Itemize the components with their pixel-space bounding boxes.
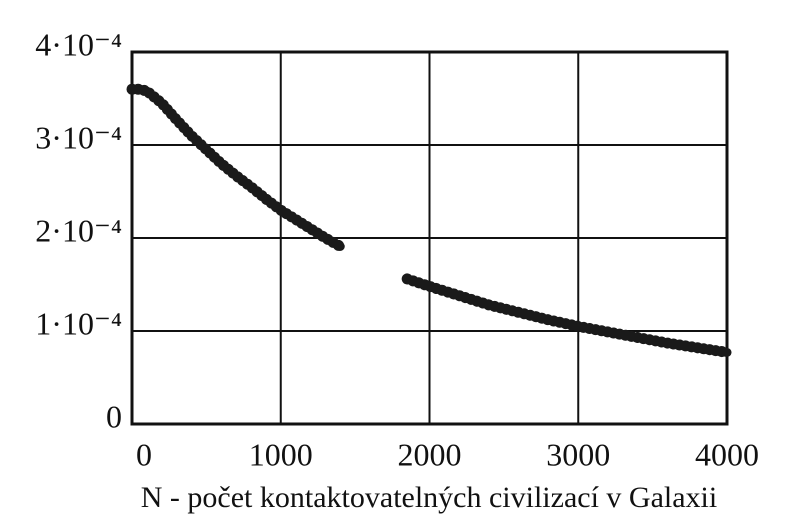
y-tick-label: 4·10⁻⁴ <box>35 26 122 62</box>
x-tick-label: 1000 <box>249 436 313 472</box>
x-tick-label: 2000 <box>398 436 462 472</box>
x-tick-label: 0 <box>136 436 152 472</box>
data-line-core <box>127 84 732 357</box>
y-tick-label: 2·10⁻⁴ <box>35 212 122 248</box>
y-tick-label: 3·10⁻⁴ <box>35 119 122 155</box>
x-tick-label: 3000 <box>546 436 610 472</box>
plot-frame <box>130 50 729 426</box>
y-tick-label: 1·10⁻⁴ <box>35 305 122 341</box>
y-tick-label: 0 <box>106 398 122 434</box>
x-tick-label: 4000 <box>695 436 759 472</box>
x-axis-label: N - počet kontaktovatelných civilizací v… <box>141 481 717 514</box>
